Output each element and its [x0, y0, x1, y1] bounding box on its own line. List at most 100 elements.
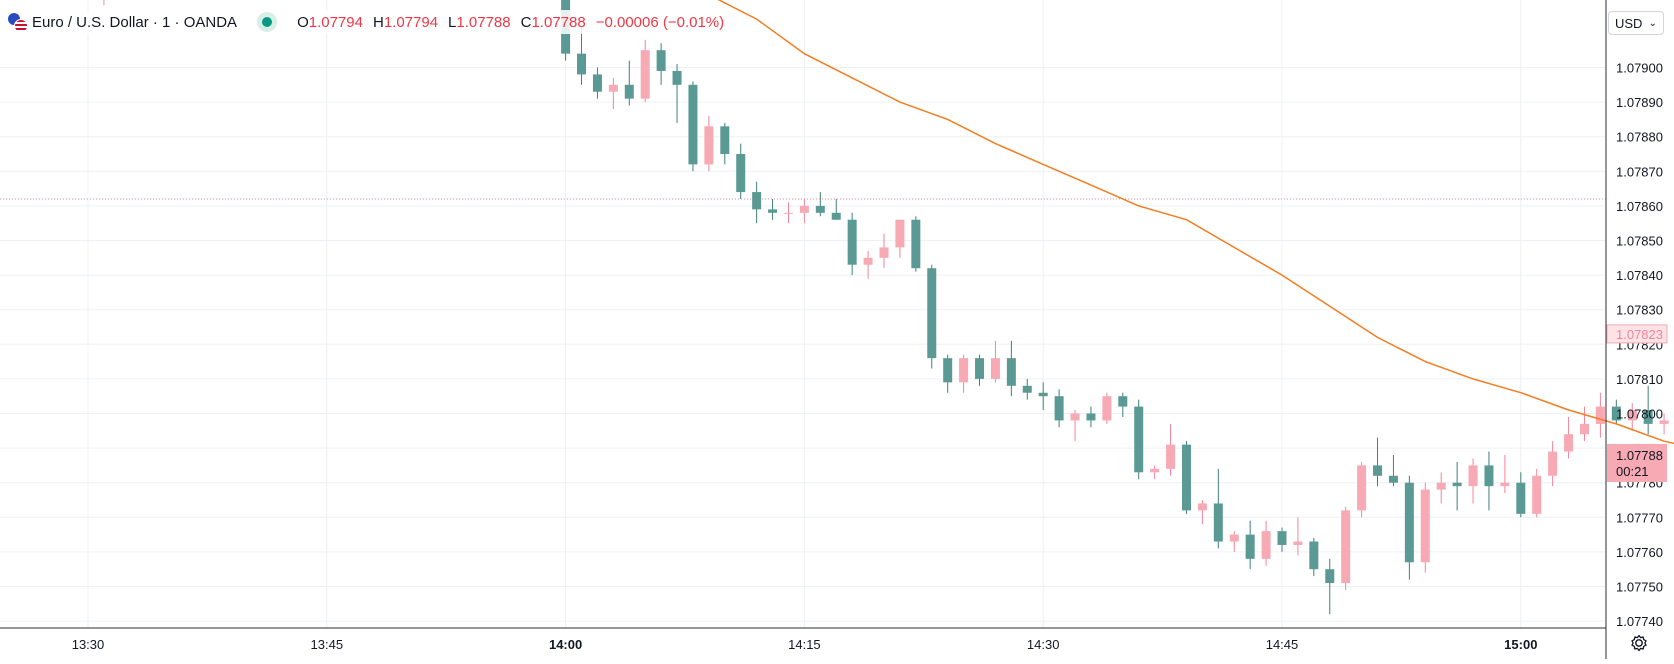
- candle: [1643, 385, 1653, 435]
- candle: [1245, 520, 1255, 570]
- candle-body: [1261, 531, 1271, 559]
- candle: [672, 64, 682, 123]
- ohlc-low-key: L: [448, 13, 457, 31]
- candle-body: [927, 268, 937, 359]
- candle: [1229, 531, 1239, 552]
- candle: [1532, 468, 1542, 518]
- x-tick-label: 14:00: [549, 637, 582, 652]
- x-tick-label: 14:15: [788, 637, 821, 652]
- candle: [704, 115, 714, 172]
- candle-body: [1277, 531, 1287, 545]
- y-tick-label: 1.07840: [1616, 268, 1663, 283]
- candle: [1548, 441, 1558, 487]
- currency-value: USD: [1615, 15, 1643, 31]
- candle-body: [1452, 482, 1462, 487]
- candle-body: [831, 212, 841, 220]
- candle: [1166, 423, 1176, 476]
- candle: [752, 181, 762, 224]
- candle: [1341, 506, 1351, 590]
- candle: [1500, 455, 1510, 494]
- symbol-legend: Euro / U.S. Dollar · 1 · OANDA O 1.07794 …: [8, 10, 731, 34]
- y-tick-label: 1.07830: [1616, 303, 1663, 318]
- ohlc-low-value: 1.07788: [456, 13, 511, 31]
- candle: [990, 340, 1000, 383]
- x-tick-label: 13:45: [311, 637, 344, 652]
- candle-body: [1245, 534, 1255, 559]
- candle: [879, 233, 889, 269]
- bid-price-value: 1.07823: [1616, 327, 1663, 342]
- candle-body: [577, 53, 587, 75]
- candle: [736, 143, 746, 199]
- candle-body: [1532, 475, 1542, 514]
- candle-body: [1627, 410, 1637, 421]
- ohlc-open-value: 1.07794: [308, 13, 363, 31]
- eur-usd-flag-icon: [8, 13, 28, 33]
- candle: [1325, 558, 1335, 615]
- ohlc-close-key: C: [520, 13, 532, 31]
- time-axis: 13:3013:4514:0014:1514:3014:4515:0015:15…: [72, 637, 1538, 652]
- candle: [1150, 465, 1160, 480]
- live-dot-icon: [257, 12, 278, 32]
- candle-body: [1038, 392, 1048, 397]
- candle-body: [736, 154, 746, 193]
- candle: [1261, 520, 1271, 566]
- candle-body: [911, 219, 921, 269]
- candle-body: [815, 205, 825, 213]
- candle: [943, 354, 953, 393]
- candle-body: [1468, 465, 1478, 487]
- candle: [911, 216, 921, 272]
- candle-body: [1181, 444, 1191, 511]
- gear-icon[interactable]: [1628, 632, 1650, 654]
- candle-body: [990, 358, 1000, 379]
- candle-body: [1134, 406, 1144, 473]
- candle: [1516, 472, 1526, 518]
- candle-body: [1150, 468, 1160, 473]
- candle: [720, 122, 730, 165]
- ohlc-high-key: H: [372, 13, 384, 31]
- currency-selector[interactable]: USD ⌄: [1608, 11, 1664, 35]
- candle: [1357, 461, 1367, 518]
- candle: [1564, 416, 1574, 459]
- ohlc-close-value: 1.07788: [531, 13, 586, 31]
- last-price-tag: [1607, 444, 1667, 483]
- candle: [608, 77, 618, 110]
- candle-body: [783, 212, 793, 214]
- candle: [1134, 399, 1144, 480]
- candle-body: [720, 126, 730, 154]
- candle-body: [879, 247, 889, 258]
- y-tick-label: 1.07880: [1616, 130, 1663, 145]
- candle: [1484, 451, 1494, 511]
- candle: [1038, 382, 1048, 411]
- candle-body: [1420, 489, 1430, 563]
- candle: [768, 198, 778, 220]
- y-tick-label: 1.07900: [1616, 61, 1663, 76]
- candle-body: [1309, 541, 1319, 570]
- candle: [1070, 410, 1080, 442]
- symbol-title[interactable]: Euro / U.S. Dollar · 1 · OANDA: [32, 13, 238, 31]
- candle: [895, 219, 905, 258]
- y-tick-label: 1.07750: [1616, 580, 1663, 595]
- candle-body: [1229, 534, 1239, 542]
- candle-body: [1388, 475, 1398, 483]
- candle-body: [1404, 482, 1414, 563]
- candle: [1102, 392, 1112, 424]
- ohlc-high-value: 1.07794: [383, 13, 439, 31]
- candle-body: [672, 70, 682, 85]
- candle-body: [1197, 503, 1207, 511]
- candle: [959, 354, 969, 393]
- candle: [847, 212, 857, 276]
- candle: [831, 198, 841, 220]
- candle-body: [1070, 413, 1080, 421]
- candle-body: [1022, 385, 1032, 393]
- candle-body: [1516, 482, 1526, 514]
- candle: [656, 43, 666, 85]
- candle-body: [768, 209, 778, 213]
- candle-body: [847, 219, 857, 265]
- x-tick-label: 14:30: [1027, 637, 1060, 652]
- moving-average-line: [717, 0, 1674, 445]
- candle-body: [752, 192, 762, 210]
- candle-body: [1006, 358, 1016, 386]
- candle: [1309, 538, 1319, 577]
